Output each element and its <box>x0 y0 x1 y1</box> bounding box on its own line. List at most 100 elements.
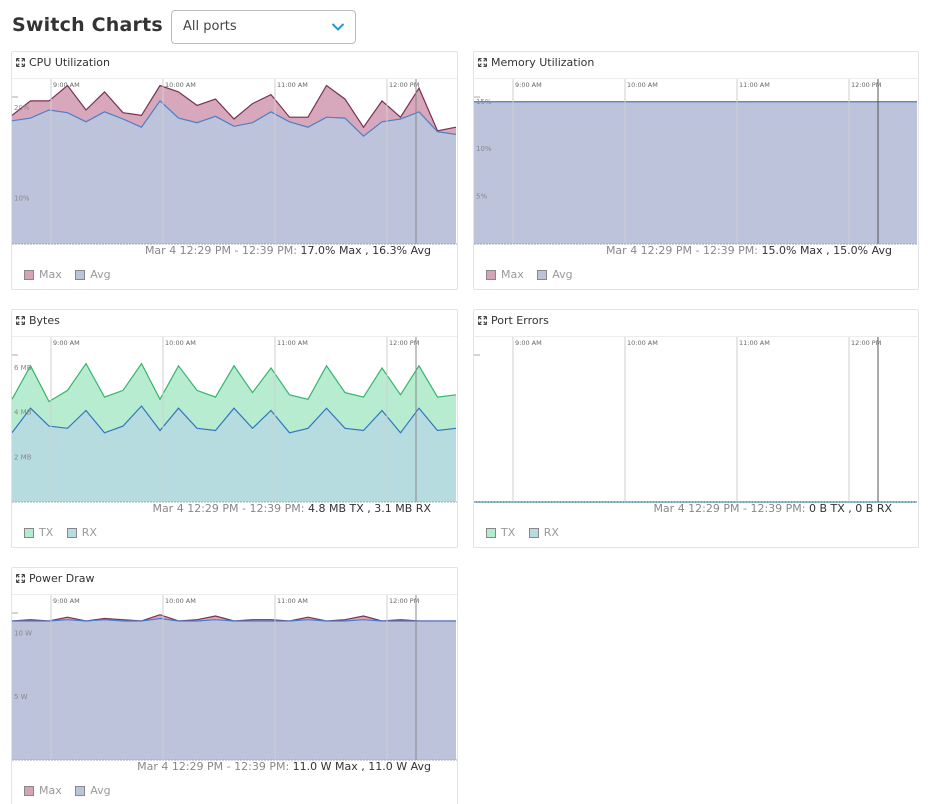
panel-header: Bytes <box>12 310 457 337</box>
chart-summary: Mar 4 12:29 PM - 12:39 PM: 17.0% Max , 1… <box>145 244 431 257</box>
time-tick-label: 9:00 AM <box>53 339 80 347</box>
y-tick-label: 5% <box>476 193 487 201</box>
memory-utilization-panel: Memory Utilization 9:00 AM 10:00 AM 11:00 … <box>473 51 919 290</box>
expand-icon[interactable] <box>16 316 25 325</box>
time-tick-label: 9:00 AM <box>53 597 80 605</box>
panel-title: Bytes <box>29 314 60 327</box>
legend-item-tx[interactable]: TX <box>24 526 53 539</box>
y-tick-label: 6 MB <box>14 364 32 372</box>
memory-utilization-chart: 9:00 AM 10:00 AM 11:00 AM 12:00 PM 5% 10% 15% <box>474 79 918 245</box>
expand-icon[interactable] <box>478 58 487 67</box>
legend-item-tx[interactable]: TX <box>486 526 515 539</box>
time-tick-label: 10:00 AM <box>165 81 196 89</box>
time-tick-label: 9:00 AM <box>53 81 80 89</box>
y-tick-label: 5 W <box>14 693 28 701</box>
summary-range: Mar 4 12:29 PM - 12:39 PM: <box>144 244 301 257</box>
legend-item-rx[interactable]: RX <box>66 526 97 539</box>
chart-legend: TX RX <box>24 526 107 541</box>
series-line-max <box>12 84 457 132</box>
legend-swatch-avg <box>75 785 86 796</box>
power-draw-panel: Power Draw 9:00 AM 10:00 AM 11:00 AM 12:00 … <box>11 567 458 804</box>
series-line-avg <box>12 617 456 622</box>
legend-swatch-max <box>24 785 34 796</box>
time-tick-label: 11:00 AM <box>739 81 770 89</box>
legend-swatch-tx <box>24 527 34 538</box>
chart-summary: Mar 4 12:29 PM - 12:39 PM: 4.8 MB TX , 3… <box>152 502 431 515</box>
panel-header: Power Draw <box>12 568 457 595</box>
summary-range: Mar 4 12:29 PM - 12:39 PM: <box>137 760 293 773</box>
chart-legend: Max Avg <box>24 268 121 283</box>
summary-value: 15.0% Max , 15.0% Avg <box>761 244 893 257</box>
legend-item-max[interactable]: Max <box>24 784 62 797</box>
legend-label: TX <box>501 526 516 539</box>
port-errors-chart: 9:00 AM 10:00 AM 11:00 AM 12:00 PM <box>474 337 918 503</box>
expand-icon[interactable] <box>16 574 25 583</box>
time-tick-label: 10:00 AM <box>627 339 658 347</box>
time-tick-label: 11:00 AM <box>277 81 308 89</box>
power-draw-chart: 9:00 AM 10:00 AM 11:00 AM 12:00 PM 5 W 10 W <box>12 595 457 761</box>
y-tick-label: 10 W <box>14 630 32 638</box>
bytes-panel: Bytes 9:00 AM 10:00 AM 11:00 AM 12:00 PM 2 M… <box>11 309 458 548</box>
legend-swatch-avg <box>75 269 86 280</box>
legend-item-avg[interactable]: Avg <box>537 268 573 281</box>
chart-legend: Max Avg <box>486 268 583 283</box>
legend-label: RX <box>81 526 97 539</box>
legend-label: TX <box>39 526 54 539</box>
chart-summary: Mar 4 12:29 PM - 12:39 PM: 11.0 W Max , … <box>137 760 431 773</box>
time-tick-label: 10:00 AM <box>165 597 196 605</box>
legend-swatch-tx <box>486 527 496 538</box>
summary-value: 11.0 W Max , 11.0 W Avg <box>292 760 431 773</box>
y-tick-label: 2 MB <box>14 453 32 461</box>
port-select[interactable]: All ports <box>171 10 356 44</box>
summary-range: Mar 4 12:29 PM - 12:39 PM: <box>152 502 309 515</box>
panel-title: CPU Utilization <box>29 56 110 69</box>
page-title: Switch Charts <box>12 14 163 36</box>
legend-label: Max <box>39 784 62 797</box>
panel-header: Memory Utilization <box>474 52 918 79</box>
legend-label: Avg <box>552 268 573 281</box>
legend-item-rx[interactable]: RX <box>528 526 559 539</box>
y-tick-label: 10% <box>14 195 30 203</box>
panel-header: CPU Utilization <box>12 52 457 79</box>
series-line-avg <box>12 99 457 137</box>
cpu-utilization-chart: 9:00 AM 10:00 AM 11:00 AM 12:00 PM 10% 20% <box>12 79 457 245</box>
summary-range: Mar 4 12:29 PM - 12:39 PM: <box>605 244 762 257</box>
port-errors-panel: Port Errors 9:00 AM 10:00 AM 11:00 AM 12:00… <box>473 309 919 548</box>
series-area-rx <box>12 406 456 502</box>
legend-item-avg[interactable]: Avg <box>75 268 111 281</box>
summary-range: Mar 4 12:29 PM - 12:39 PM: <box>653 502 809 515</box>
legend-swatch-rx <box>528 527 539 538</box>
y-tick-label: 15% <box>476 98 492 106</box>
legend-item-max[interactable]: Max <box>486 268 524 281</box>
legend-swatch-avg <box>537 269 548 280</box>
time-tick-label: 11:00 AM <box>277 597 308 605</box>
y-tick-label: 10% <box>476 145 492 153</box>
panel-title: Memory Utilization <box>491 56 595 69</box>
panel-title: Port Errors <box>491 314 549 327</box>
chart-summary: Mar 4 12:29 PM - 12:39 PM: 15.0% Max , 1… <box>606 244 892 257</box>
legend-item-max[interactable]: Max <box>24 268 62 281</box>
bytes-chart: 9:00 AM 10:00 AM 11:00 AM 12:00 PM 2 MB 4 MB 6… <box>12 337 457 503</box>
chevron-down-icon <box>331 23 345 31</box>
time-tick-label: 12:00 PM <box>851 81 881 89</box>
time-tick-label: 9:00 AM <box>515 81 542 89</box>
time-tick-label: 10:00 AM <box>627 81 658 89</box>
legend-item-avg[interactable]: Avg <box>75 784 111 797</box>
port-select-value: All ports <box>183 19 237 34</box>
expand-icon[interactable] <box>16 58 25 67</box>
summary-value: 0 B TX , 0 B RX <box>809 502 892 515</box>
chart-legend: Max Avg <box>24 784 121 799</box>
panel-header: Port Errors <box>474 310 918 337</box>
legend-label: Max <box>501 268 524 281</box>
y-tick-label: 20% <box>14 104 30 112</box>
cpu-utilization-panel: CPU Utilization 9:00 AM 10:00 AM 11:00 AM 1… <box>11 51 458 290</box>
legend-label: Avg <box>90 268 111 281</box>
legend-label: Avg <box>90 784 111 797</box>
time-tick-label: 10:00 AM <box>165 339 196 347</box>
series-line-rx <box>12 405 457 434</box>
chart-legend: TX RX <box>486 526 569 541</box>
legend-label: Max <box>39 268 62 281</box>
time-tick-label: 12:00 PM <box>389 339 419 347</box>
time-tick-label: 11:00 AM <box>739 339 770 347</box>
expand-icon[interactable] <box>478 316 487 325</box>
